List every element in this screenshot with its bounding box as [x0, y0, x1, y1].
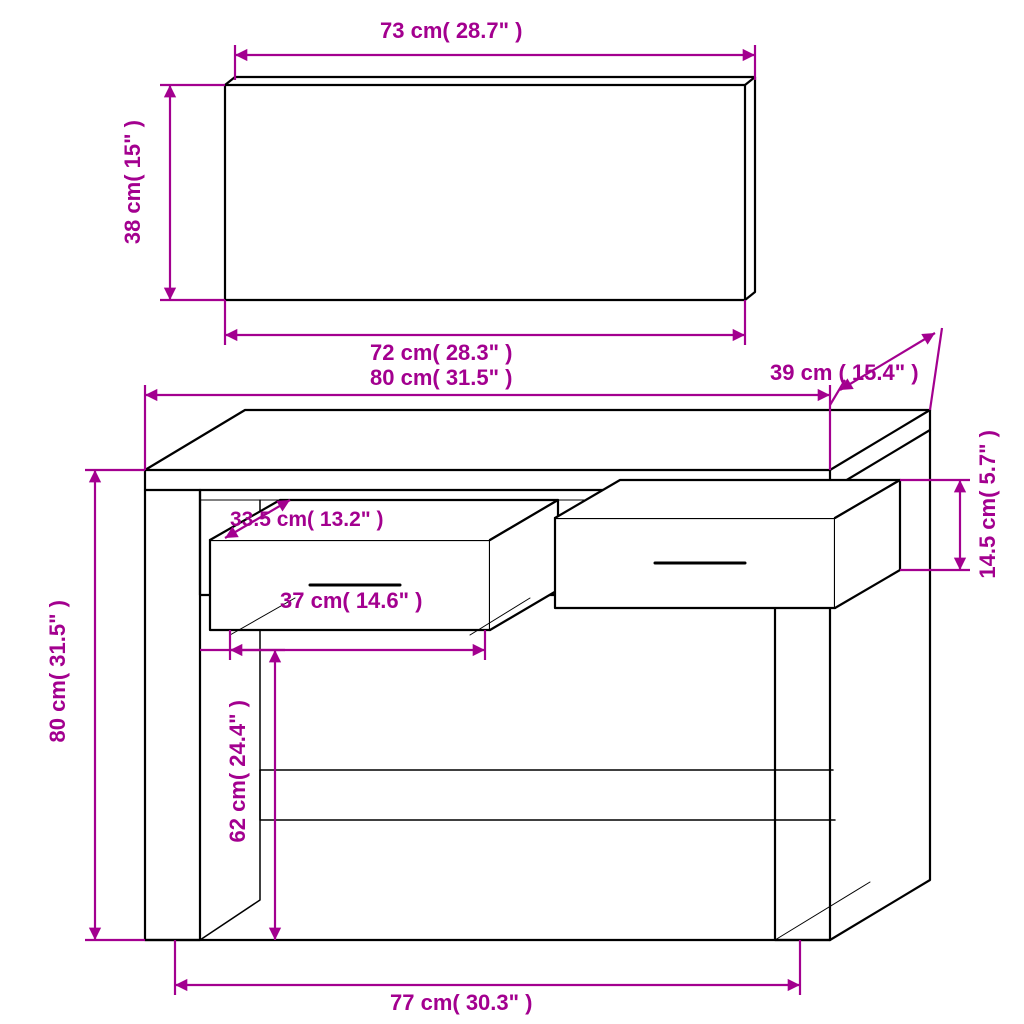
dim-mirror-top: 73 cm( 28.7" )	[380, 18, 523, 44]
dim-mirror-height: 38 cm( 15" )	[120, 120, 146, 244]
dim-under-mirror: 72 cm( 28.3" )	[370, 340, 513, 366]
dim-desk-height: 80 cm( 31.5" )	[45, 600, 71, 743]
dim-desk-top-w: 80 cm( 31.5" )	[370, 365, 513, 391]
dim-bottom-w: 77 cm( 30.3" )	[390, 990, 533, 1016]
dim-desk-depth: 39 cm ( 15.4" )	[770, 360, 919, 386]
dim-drawer-w: 37 cm( 14.6" )	[280, 588, 423, 614]
dim-drawer-h: 14.5 cm( 5.7" )	[975, 430, 1001, 579]
dim-drawer-depth: 33.5 cm( 13.2" )	[230, 508, 384, 532]
dim-leg-gap: 62 cm( 24.4" )	[225, 700, 251, 843]
